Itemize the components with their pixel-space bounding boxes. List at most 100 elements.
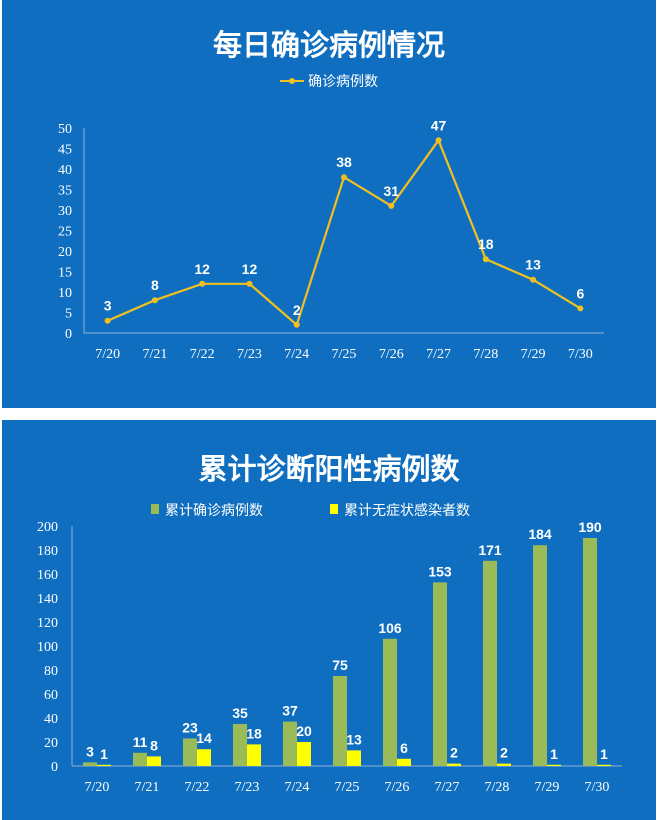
bar-asymptomatic	[247, 744, 261, 766]
bar-label-asymptomatic: 20	[296, 723, 312, 739]
x-tick-label: 7/24	[284, 347, 309, 362]
y-tick-label: 160	[37, 568, 58, 583]
bar-asymptomatic	[547, 764, 561, 766]
bar-asymptomatic	[297, 742, 311, 766]
y-tick-label: 35	[58, 184, 72, 199]
daily-chart-axes	[83, 128, 604, 334]
bar-asymptomatic	[197, 749, 211, 766]
bar-label-confirmed: 23	[182, 719, 198, 735]
bar-label-asymptomatic: 8	[150, 737, 158, 753]
data-point	[577, 305, 584, 312]
bar-label-asymptomatic: 1	[100, 746, 108, 762]
x-tick-label: 7/21	[135, 780, 160, 795]
bar-label-confirmed: 37	[282, 703, 298, 719]
data-point	[246, 280, 253, 287]
x-tick-label: 7/22	[185, 780, 210, 795]
bar-asymptomatic	[397, 758, 411, 766]
bar-asymptomatic	[147, 756, 161, 766]
daily-cases-chart-panel: 每日确诊病例情况 7/20 7/21 7/22 7/23 7/24 7/25 7/26 7/2…	[2, 0, 656, 408]
bar-label-asymptomatic: 13	[346, 731, 362, 747]
bar-confirmed	[583, 538, 597, 766]
y-tick-label: 25	[58, 225, 72, 240]
data-label: 12	[242, 261, 258, 277]
bar-asymptomatic	[347, 750, 361, 766]
y-tick-label: 5	[65, 307, 72, 322]
bar-label-confirmed: 11	[133, 734, 148, 750]
bar-confirmed	[183, 738, 197, 766]
bar-confirmed	[533, 545, 547, 766]
data-point	[388, 202, 395, 209]
bar-confirmed	[233, 724, 247, 766]
x-tick-label: 7/22	[190, 347, 215, 362]
bar-label-confirmed: 3	[86, 743, 94, 759]
data-label: 3	[104, 298, 112, 314]
cumulative-cases-bar-chart: 7/20 7/21 7/22 7/23 7/24 7/25 7/26 7/27 7/28 7/29…	[37, 502, 622, 795]
legend-marker-swatch	[289, 78, 295, 84]
y-tick-label: 140	[37, 592, 58, 607]
bar-label-confirmed: 153	[428, 563, 452, 579]
y-tick-label: 180	[37, 544, 58, 559]
y-tick-label: 50	[58, 122, 72, 137]
data-point	[199, 280, 206, 287]
bar-label-confirmed: 106	[378, 620, 402, 636]
data-point	[341, 174, 347, 181]
data-point	[482, 256, 489, 263]
x-tick-label: 7/25	[332, 347, 357, 362]
y-tick-label: 20	[58, 245, 72, 260]
y-tick-label: 15	[58, 266, 72, 281]
bar-confirmed	[133, 752, 147, 766]
legend-label-daily: 确诊病例数	[308, 74, 378, 90]
data-label: 47	[431, 117, 447, 133]
bar-label-confirmed: 35	[232, 705, 248, 721]
x-tick-label: 7/27	[426, 347, 451, 362]
cumulative-chart-legend: 累计确诊病例数 累计无症状感染者数	[151, 502, 470, 519]
y-tick-label: 40	[58, 163, 72, 178]
legend-swatch-asymptomatic	[330, 504, 338, 514]
x-tick-label: 7/29	[521, 347, 546, 362]
data-point	[530, 276, 537, 283]
y-tick-label: 100	[37, 640, 58, 655]
y-tick-label: 200	[37, 520, 58, 535]
bar-confirmed	[483, 560, 497, 766]
cumulative-chart-x-ticks: 7/20 7/21 7/22 7/23 7/24 7/25 7/26 7/27 7/28 7/29…	[85, 780, 610, 795]
x-tick-label: 7/26	[385, 780, 410, 795]
bar-label-asymptomatic: 14	[196, 730, 212, 746]
bar-confirmed	[433, 582, 447, 766]
bar-label-asymptomatic: 1	[550, 746, 558, 762]
data-label: 13	[525, 257, 541, 273]
bar-label-confirmed: 190	[578, 519, 602, 535]
data-point	[293, 321, 300, 328]
data-label: 2	[293, 302, 301, 318]
bar-confirmed	[333, 676, 347, 766]
daily-chart-x-ticks: 7/20 7/21 7/22 7/23 7/24 7/25 7/26 7/27 7/28 7/29…	[95, 347, 593, 362]
y-tick-label: 0	[51, 760, 58, 775]
bar-label-confirmed: 75	[332, 657, 348, 673]
y-tick-label: 80	[44, 664, 58, 679]
y-tick-label: 120	[37, 616, 58, 631]
x-tick-label: 7/23	[235, 780, 260, 795]
x-tick-label: 7/29	[535, 780, 560, 795]
bar-confirmed	[83, 762, 97, 766]
bar-asymptomatic	[97, 764, 111, 766]
legend-swatch-confirmed	[151, 504, 159, 514]
y-tick-label: 45	[58, 143, 72, 158]
y-tick-label: 10	[58, 286, 72, 301]
x-tick-label: 7/26	[379, 347, 404, 362]
daily-cases-chart-title: 每日确诊病例情况	[212, 28, 445, 62]
x-tick-label: 7/21	[142, 347, 167, 362]
x-tick-label: 7/30	[585, 780, 610, 795]
data-label: 12	[194, 261, 210, 277]
x-tick-label: 7/20	[95, 347, 120, 362]
bar-label-asymptomatic: 1	[600, 746, 608, 762]
bar-confirmed	[383, 638, 397, 766]
x-tick-label: 7/27	[435, 780, 460, 795]
data-label: 18	[478, 236, 494, 252]
bar-asymptomatic	[447, 763, 461, 766]
x-tick-label: 7/23	[237, 347, 262, 362]
bar-label-asymptomatic: 2	[500, 745, 508, 761]
bar-label-asymptomatic: 18	[246, 725, 262, 741]
y-tick-label: 30	[58, 204, 72, 219]
bar-asymptomatic	[497, 763, 511, 766]
bar-label-asymptomatic: 6	[400, 740, 408, 756]
